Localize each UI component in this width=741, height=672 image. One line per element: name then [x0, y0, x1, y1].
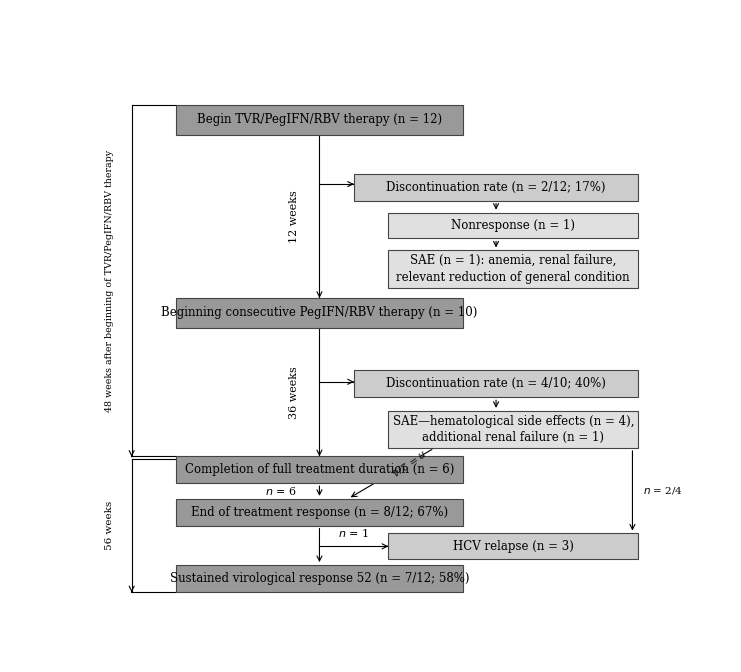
FancyBboxPatch shape [176, 105, 463, 135]
FancyBboxPatch shape [388, 411, 638, 448]
FancyBboxPatch shape [176, 456, 463, 483]
FancyBboxPatch shape [388, 212, 638, 239]
Text: Discontinuation rate (n = 2/12; 17%): Discontinuation rate (n = 2/12; 17%) [386, 181, 606, 194]
Text: End of treatment response (n = 8/12; 67%): End of treatment response (n = 8/12; 67%… [191, 506, 448, 519]
FancyBboxPatch shape [176, 298, 463, 328]
FancyBboxPatch shape [354, 370, 638, 397]
Text: SAE (n = 1): anemia, renal failure,
relevant reduction of general condition: SAE (n = 1): anemia, renal failure, rele… [396, 254, 630, 284]
Text: $n$ = 6: $n$ = 6 [265, 485, 296, 497]
Text: $n$ = 1: $n$ = 1 [339, 527, 370, 538]
Text: Sustained virological response 52 (n = 7/12; 58%): Sustained virological response 52 (n = 7… [170, 572, 469, 585]
Text: Nonresponse (n = 1): Nonresponse (n = 1) [451, 219, 575, 232]
Text: 36 weeks: 36 weeks [289, 366, 299, 419]
Text: Beginning consecutive PegIFN/RBV therapy (n = 10): Beginning consecutive PegIFN/RBV therapy… [162, 306, 478, 319]
FancyBboxPatch shape [354, 174, 638, 201]
Text: HCV relapse (n = 3): HCV relapse (n = 3) [453, 540, 574, 553]
Text: SAE—hematological side effects (n = 4),
additional renal failure (n = 1): SAE—hematological side effects (n = 4), … [393, 415, 634, 444]
FancyBboxPatch shape [388, 251, 638, 288]
Text: Discontinuation rate (n = 4/10; 40%): Discontinuation rate (n = 4/10; 40%) [386, 378, 606, 390]
Text: 56 weeks: 56 weeks [105, 501, 114, 550]
Text: Completion of full treatment duration (n = 6): Completion of full treatment duration (n… [185, 463, 454, 476]
FancyBboxPatch shape [388, 534, 638, 559]
FancyBboxPatch shape [176, 499, 463, 526]
Text: 12 weeks: 12 weeks [289, 190, 299, 243]
Text: Begin TVR/PegIFN/RBV therapy (n = 12): Begin TVR/PegIFN/RBV therapy (n = 12) [197, 114, 442, 126]
Text: 48 weeks after beginning of TVR/PegIFN/RBV therapy: 48 weeks after beginning of TVR/PegIFN/R… [105, 150, 114, 412]
FancyBboxPatch shape [176, 565, 463, 592]
Text: $n$ = 2/4: $n$ = 2/4 [389, 448, 428, 478]
Text: $n$ = 2/4: $n$ = 2/4 [642, 485, 682, 496]
